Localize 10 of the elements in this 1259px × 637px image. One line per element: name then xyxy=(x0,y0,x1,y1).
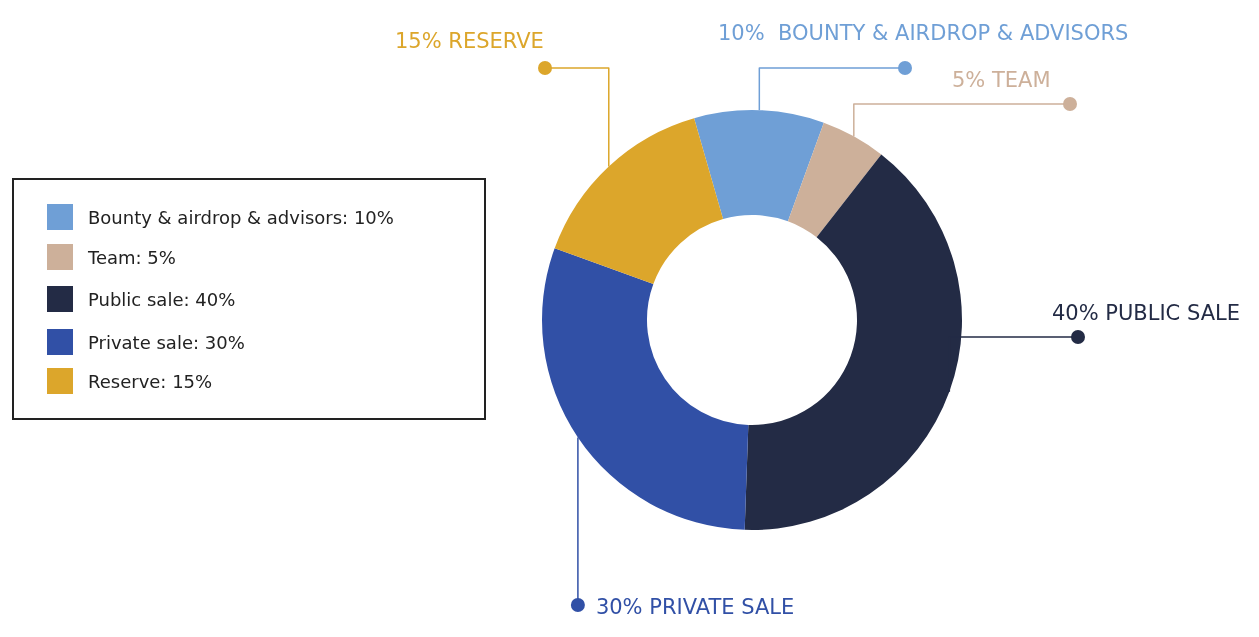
legend-label: Private sale: 30% xyxy=(88,331,245,353)
data-label: 40% PUBLIC SALE xyxy=(1051,301,1240,325)
legend-label: Team: 5% xyxy=(88,246,176,268)
data-label: 15% RESERVE xyxy=(395,29,544,53)
data-label: 30% PRIVATE SALE xyxy=(595,595,795,619)
data-label: 5% TEAM xyxy=(952,68,1051,92)
data-label: 10% BOUNTY & AIRDROP & ADVISORS xyxy=(718,21,1129,45)
legend-label: Bounty & airdrop & advisors: 10% xyxy=(88,206,394,228)
legend-label: Reserve: 15% xyxy=(88,370,213,392)
legend-label: Public sale: 40% xyxy=(88,288,236,310)
